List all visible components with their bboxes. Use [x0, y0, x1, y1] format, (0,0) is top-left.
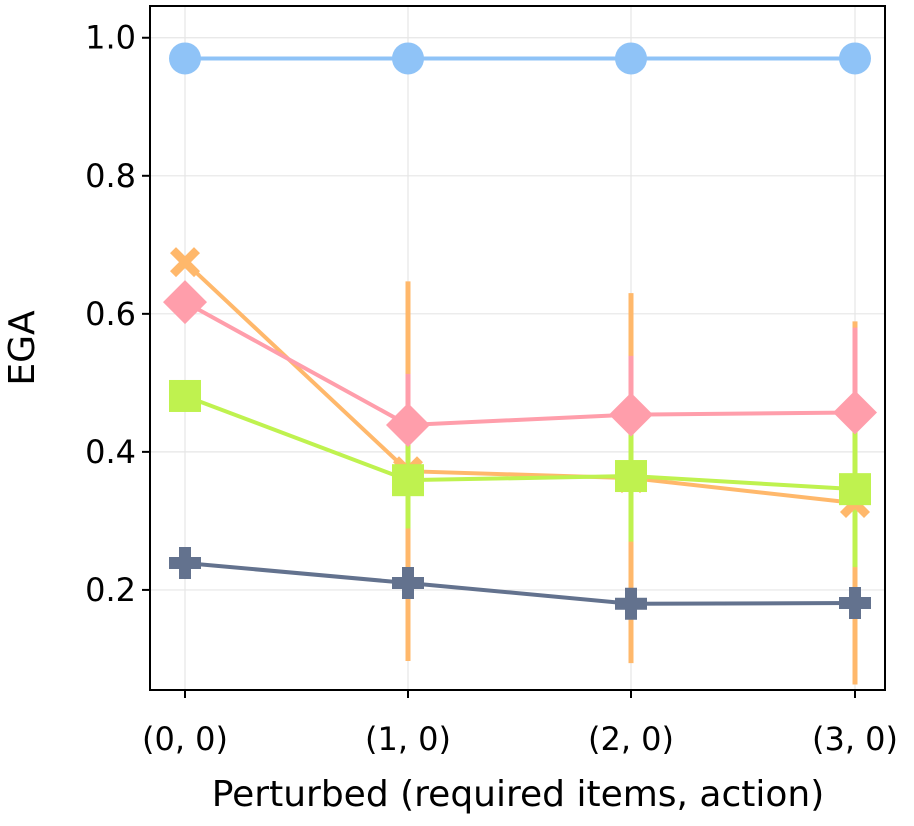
- y-tick-label: 0.6: [85, 295, 136, 333]
- x-tick-label: (1, 0): [365, 720, 451, 758]
- series-slate-point: [169, 547, 201, 580]
- series-slate-point: [839, 587, 871, 620]
- series-green-point: [615, 460, 647, 493]
- series-green-line: [184, 394, 856, 492]
- x-axis-label: Perturbed (required items, action): [212, 774, 825, 815]
- x-tick-label: (3, 0): [812, 720, 898, 758]
- series-pink-point: [833, 390, 877, 435]
- grid: [150, 6, 885, 690]
- series-orange-line: [183, 260, 856, 505]
- series-pink-line: [184, 300, 856, 427]
- ticks: (0, 0) (1, 0) (2, 0) (3, 0) 0.2 0.4 0.6 0.8 1.0: [85, 19, 898, 758]
- series-green-point: [839, 473, 871, 506]
- series-green-point: [169, 379, 201, 412]
- series-green-point: [392, 464, 424, 497]
- series-slate-point: [615, 587, 647, 620]
- y-axis-label: EGA: [2, 310, 43, 386]
- series-pink-point: [609, 392, 653, 437]
- series-blue-point: [392, 42, 424, 75]
- y-tick-label: 0.4: [85, 433, 136, 471]
- series-pink-point: [163, 280, 207, 325]
- y-tick-label: 1.0: [85, 19, 136, 57]
- series-blue-point: [615, 42, 647, 75]
- series-lines: [183, 56, 856, 606]
- x-tick-label: (2, 0): [588, 720, 674, 758]
- series-blue-point: [839, 42, 871, 75]
- series-slate-line: [184, 561, 856, 606]
- y-tick-label: 0.8: [85, 157, 136, 195]
- series-orange-point: [170, 247, 200, 278]
- series-markers: [163, 42, 877, 620]
- series-pink-point: [386, 402, 430, 447]
- series-slate-point: [392, 567, 424, 600]
- y-tick-label: 0.2: [85, 571, 136, 609]
- plot-frame: [149, 5, 886, 691]
- x-tick-label: (0, 0): [142, 720, 228, 758]
- series-blue-point: [169, 42, 201, 75]
